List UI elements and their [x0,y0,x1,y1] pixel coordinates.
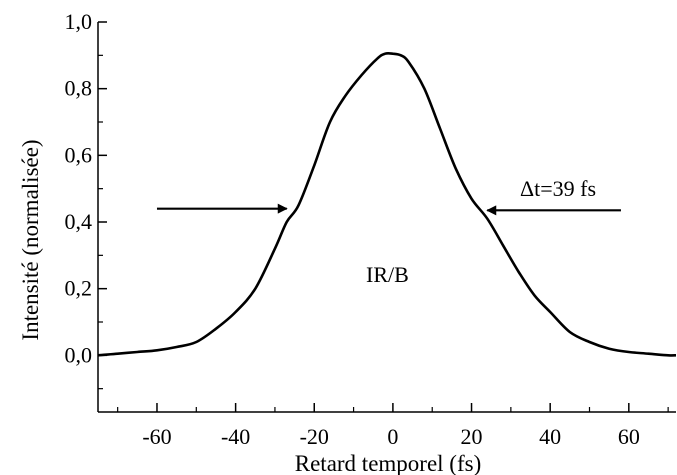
x-tick-label: 60 [618,424,640,449]
y-tick-label: 0,8 [65,76,93,101]
y-tick-label: 0,4 [65,209,93,234]
annotation-layer: Δt=39 fs IR/B [156,176,621,287]
y-axis-title: Intensité (normalisée) [18,139,43,340]
x-axis-title: Retard temporel (fs) [295,451,481,475]
x-tick-label: 20 [461,424,483,449]
center-annotation: IR/B [366,262,409,287]
axes-frame [97,22,676,413]
x-tick-label: -40 [221,424,250,449]
x-tick-label: 40 [539,424,561,449]
axis-ticks: 0,0 0,2 0,4 0,6 0,8 1,0 -60 -40 -20 0 20 40 60 [65,9,669,449]
intensity-curve [97,51,677,357]
y-tick-label: 0,2 [65,276,93,301]
x-tick-label: 0 [387,424,398,449]
y-tick-label: 0,0 [65,342,93,367]
data-layer [97,51,677,357]
x-tick-label: -60 [142,424,171,449]
fwhm-annotation: Δt=39 fs [520,176,596,201]
y-tick-label: 1,0 [65,9,93,34]
y-tick-label: 0,6 [65,142,93,167]
x-tick-label: -20 [300,424,329,449]
